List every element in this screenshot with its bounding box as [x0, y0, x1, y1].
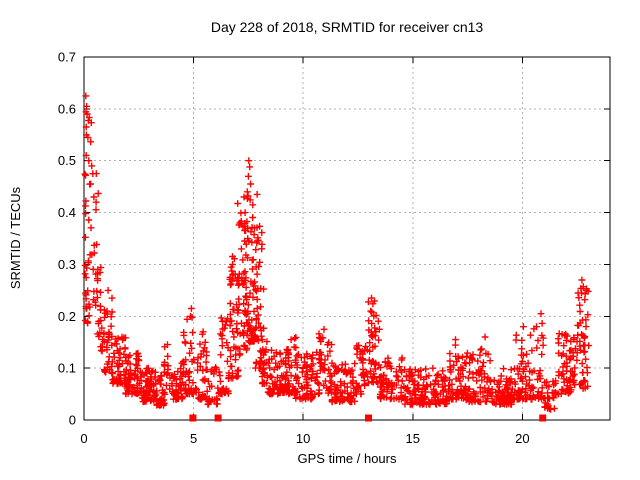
y-tick-label: 0.2 — [58, 309, 76, 324]
chart-title: Day 228 of 2018, SRMTID for receiver cn1… — [211, 19, 484, 35]
axis-gap-markers — [189, 414, 547, 422]
plot-border — [83, 56, 611, 421]
axis-gap-marker — [539, 414, 547, 422]
x-tick-label: 5 — [190, 431, 197, 446]
tick-labels: 0 5 10 15 20 0 0.1 0.2 0.3 0.4 0.5 0.6 0.7 — [58, 50, 530, 447]
x-tick-label: 15 — [406, 431, 420, 446]
x-tick-label: 0 — [80, 431, 87, 446]
x-axis-label: GPS time / hours — [298, 451, 397, 466]
y-tick-label: 0.4 — [58, 205, 76, 220]
axis-gap-marker — [189, 414, 197, 422]
y-axis-label: SRMTID / TECUs — [8, 186, 23, 289]
y-tick-label: 0 — [69, 413, 76, 428]
axis-gap-marker — [214, 414, 222, 422]
x-tick-label: 10 — [296, 431, 310, 446]
y-tick-label: 0.7 — [58, 50, 76, 65]
y-tick-label: 0.6 — [58, 101, 76, 116]
scatter-points — [81, 92, 593, 413]
grid-lines — [84, 57, 610, 420]
axis-gap-marker — [365, 414, 372, 422]
y-tick-label: 0.3 — [58, 257, 76, 272]
y-tick-label: 0.5 — [58, 153, 76, 168]
plot-frame — [83, 56, 611, 421]
data-point-markers — [81, 92, 593, 413]
y-tick-label: 0.1 — [58, 361, 76, 376]
x-tick-label: 20 — [515, 431, 529, 446]
